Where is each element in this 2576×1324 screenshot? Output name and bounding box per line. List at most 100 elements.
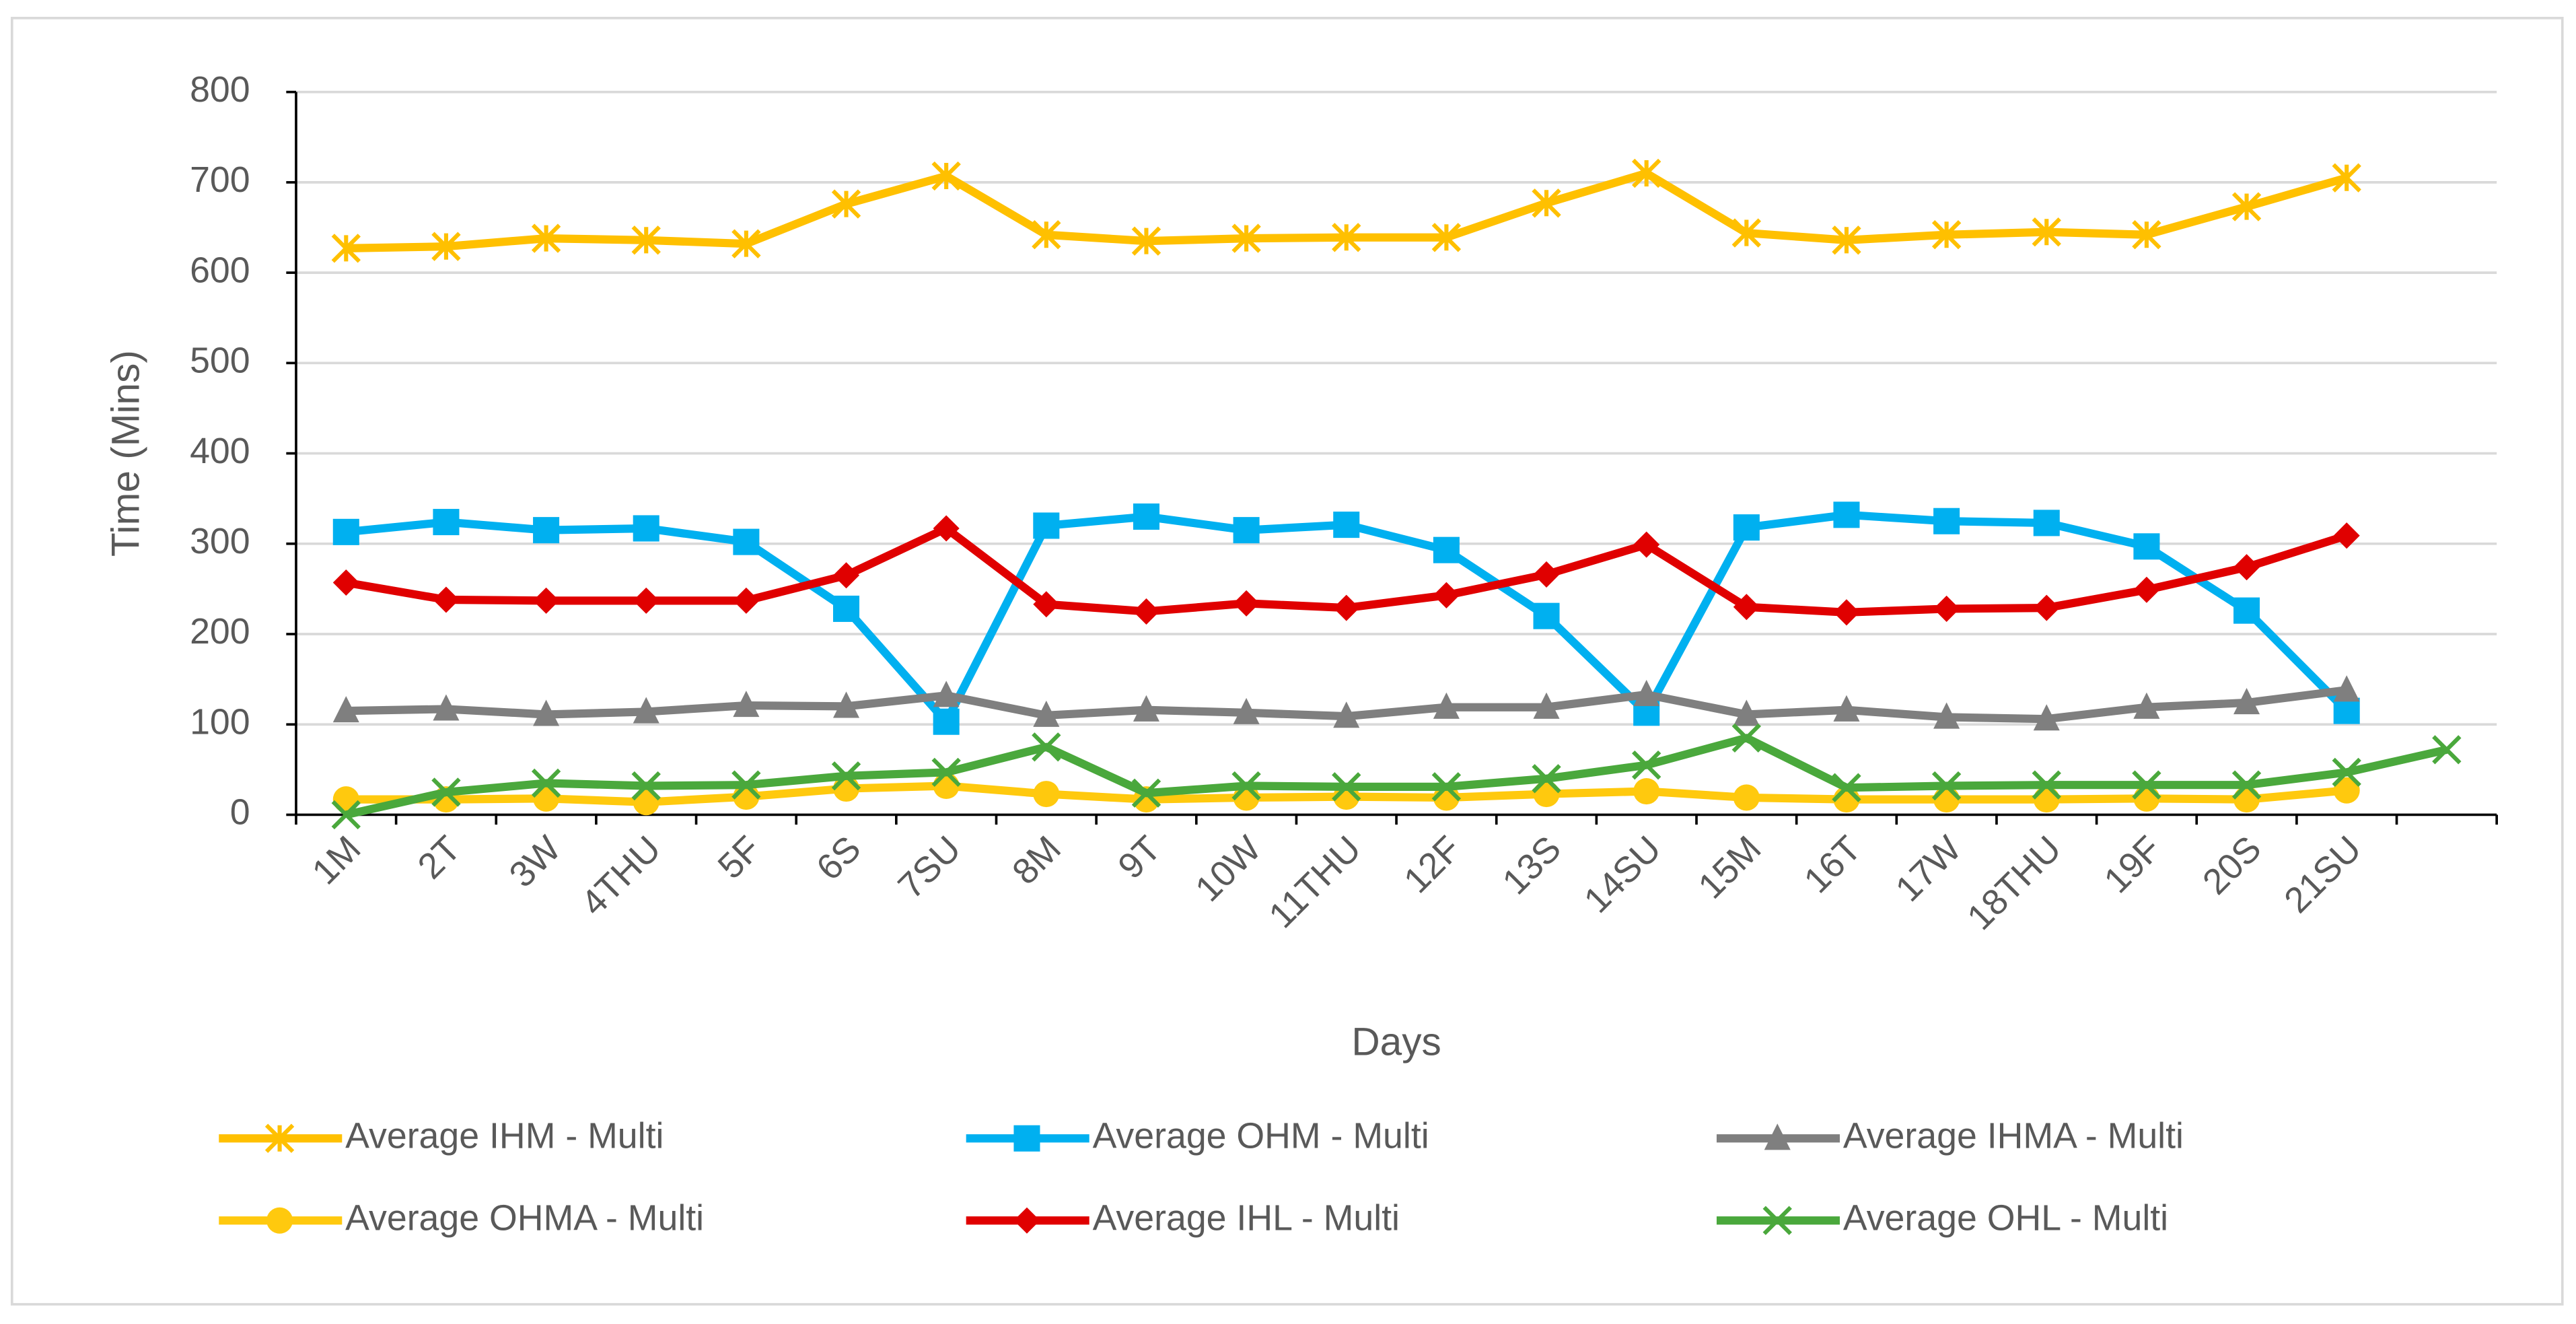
marker <box>1533 561 1560 588</box>
marker <box>1931 220 1962 250</box>
marker <box>1433 692 1460 719</box>
marker-shape <box>533 699 560 726</box>
marker <box>1231 223 1261 253</box>
marker <box>2033 786 2060 813</box>
marker <box>1833 695 1860 722</box>
marker <box>1633 778 1660 805</box>
legend-label: Average IHMA - Multi <box>1843 1115 2184 1156</box>
marker-shape <box>1833 501 1860 528</box>
marker-shape <box>733 528 760 555</box>
marker-shape <box>2032 770 2061 800</box>
y-tick-label: 500 <box>190 341 250 381</box>
marker <box>332 696 359 723</box>
marker-shape <box>2333 777 2360 804</box>
y-tick-label: 200 <box>190 611 250 652</box>
series-line <box>345 734 2448 819</box>
marker <box>1332 772 1361 802</box>
marker-shape <box>1733 514 1760 541</box>
marker <box>1013 1125 1040 1152</box>
marker <box>1233 590 1260 617</box>
marker <box>1931 771 1962 801</box>
marker-shape <box>2132 220 2161 250</box>
marker-shape <box>1133 695 1159 722</box>
marker-shape <box>1431 223 1462 252</box>
marker-shape <box>1332 223 1361 252</box>
marker <box>332 569 359 596</box>
y-axis-title: Time (Mins) <box>104 350 148 557</box>
marker-shape <box>1532 764 1561 794</box>
marker <box>633 587 659 614</box>
marker <box>2032 770 2061 800</box>
marker-shape <box>2133 692 2160 719</box>
marker-shape <box>1933 786 1960 813</box>
marker <box>1431 772 1462 802</box>
marker-shape <box>1931 771 1962 801</box>
marker-shape <box>531 223 561 253</box>
marker <box>933 681 960 707</box>
marker <box>1033 512 1060 539</box>
marker <box>1933 595 1960 622</box>
marker <box>1532 764 1561 794</box>
marker <box>2432 735 2462 765</box>
y-tick-label: 0 <box>230 792 250 833</box>
marker <box>2032 217 2061 247</box>
marker-shape <box>331 800 361 830</box>
marker-shape <box>1033 512 1060 539</box>
marker <box>1733 784 1760 811</box>
marker-shape <box>1333 512 1360 538</box>
marker <box>1133 598 1159 625</box>
marker-shape <box>2233 688 2260 715</box>
marker <box>2033 704 2060 731</box>
y-tick-label: 800 <box>190 69 250 110</box>
marker <box>433 586 460 613</box>
marker-shape <box>631 225 661 255</box>
marker-shape <box>1833 695 1860 722</box>
marker <box>733 587 760 614</box>
marker-shape <box>2033 704 2060 731</box>
marker-shape <box>1332 772 1361 802</box>
marker-shape <box>832 691 860 718</box>
marker-shape <box>2332 163 2361 193</box>
marker-shape <box>2233 554 2260 581</box>
marker-shape <box>633 587 659 614</box>
marker-shape <box>1131 778 1161 808</box>
marker-shape <box>1632 750 1661 780</box>
marker-shape <box>332 518 359 545</box>
marker <box>733 528 760 555</box>
marker-shape <box>1833 599 1860 626</box>
marker-shape <box>431 777 461 807</box>
marker-shape <box>332 696 359 723</box>
marker-shape <box>633 697 659 724</box>
marker <box>631 771 661 801</box>
y-tick-label: 100 <box>190 701 250 742</box>
marker-shape <box>1333 701 1360 728</box>
marker-shape <box>1231 771 1261 801</box>
marker-shape <box>1633 679 1660 707</box>
marker-shape <box>331 234 361 263</box>
marker <box>1632 750 1661 780</box>
marker-shape <box>431 232 461 261</box>
marker <box>2233 554 2260 581</box>
marker-shape <box>1033 700 1060 727</box>
marker <box>1032 732 1061 762</box>
marker-shape <box>1764 1123 1791 1150</box>
marker <box>633 697 659 724</box>
y-tick-label: 700 <box>190 160 250 200</box>
marker <box>1332 223 1361 252</box>
marker <box>832 691 860 718</box>
marker <box>431 777 461 807</box>
marker-shape <box>1233 590 1260 617</box>
marker <box>2133 576 2160 603</box>
chart-border <box>10 17 2564 1306</box>
marker <box>731 229 761 258</box>
marker-shape <box>2033 786 2060 813</box>
marker-shape <box>1933 508 1960 534</box>
marker-shape <box>1931 220 1962 250</box>
marker <box>2233 786 2260 813</box>
marker-shape <box>931 161 961 191</box>
marker-shape <box>433 586 460 613</box>
marker <box>1762 1206 1792 1235</box>
marker <box>1633 531 1660 558</box>
marker <box>331 234 361 263</box>
marker-shape <box>533 517 560 544</box>
